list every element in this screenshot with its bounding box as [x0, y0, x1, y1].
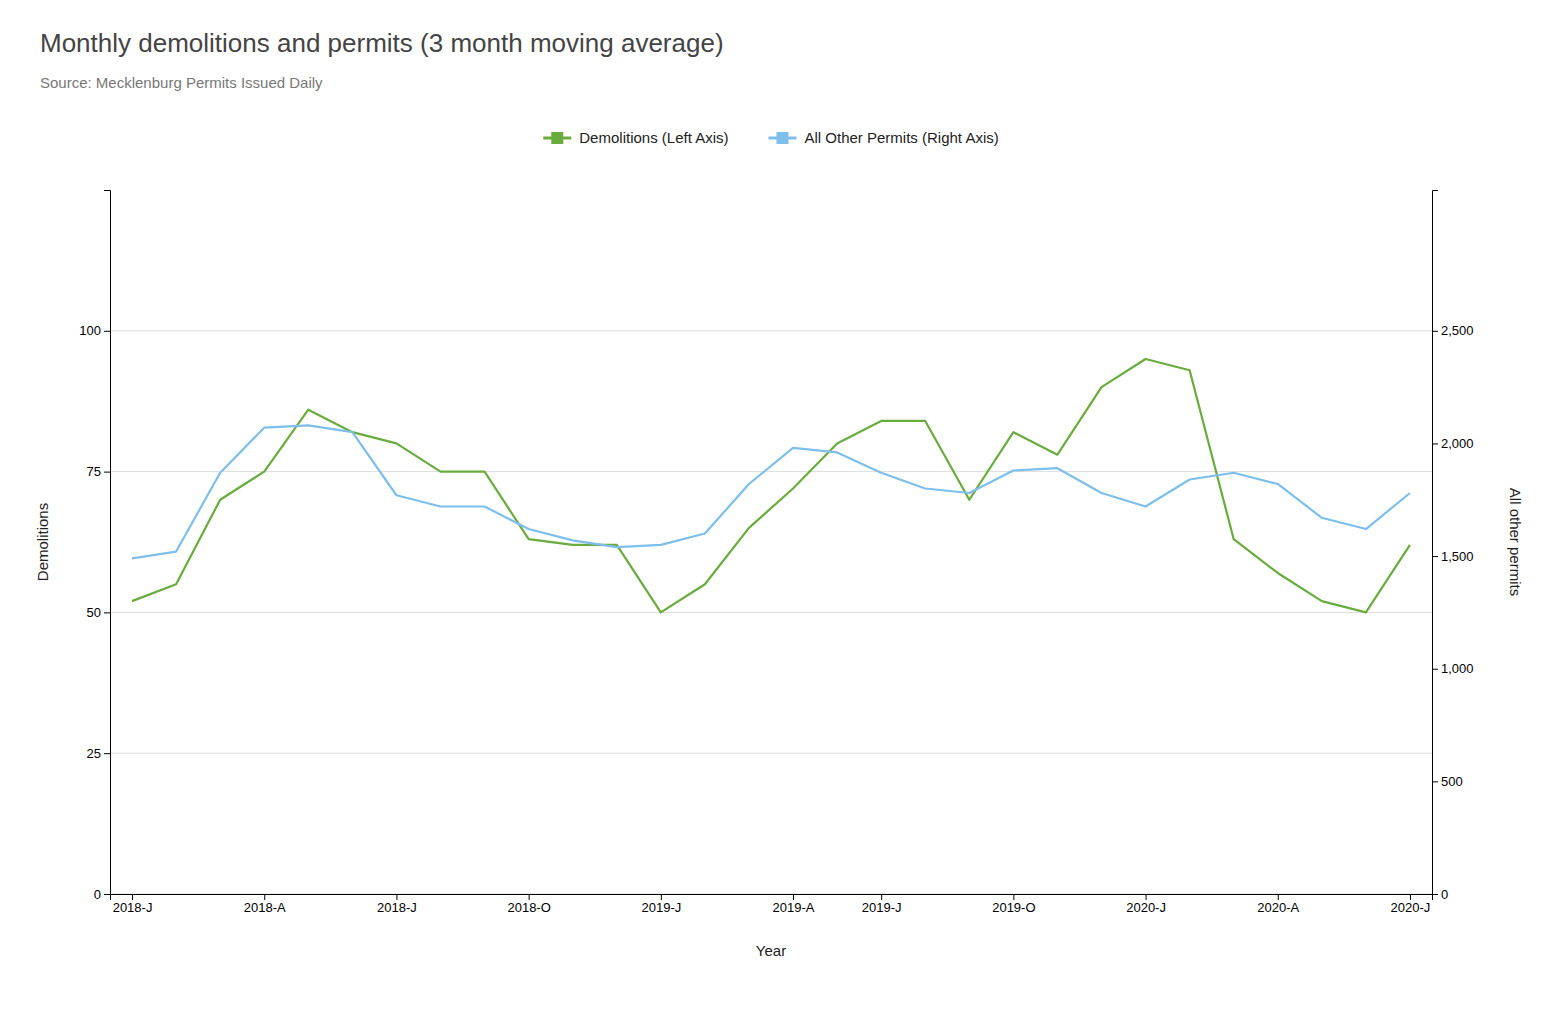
tick-mark: [529, 894, 530, 900]
tick: 1,000: [1432, 661, 1474, 676]
tick-mark: [396, 894, 397, 900]
tick-label: 1,500: [1441, 549, 1474, 564]
legend-marker: [551, 132, 563, 144]
tick-label: 100: [79, 323, 101, 338]
tick-label: 0: [1441, 887, 1448, 902]
legend: Demolitions (Left Axis) All Other Permits…: [543, 129, 998, 146]
tick-mark: [881, 894, 882, 900]
axis-line: [111, 895, 1433, 901]
grid-line: [110, 612, 1432, 613]
x-axis: 2018-J 2018-A 2018-J 2018-O 2019-J 2019-A 2019…: [111, 894, 1433, 915]
tick: 2020-A: [1257, 894, 1299, 915]
line: [132, 359, 1410, 612]
tick-mark: [1432, 443, 1438, 444]
subtitle: Source: Mecklenburg Permits Issued Daily: [40, 74, 323, 91]
tick: 0: [94, 887, 110, 902]
grid-line: [110, 330, 1432, 331]
tick-label: 2019-O: [992, 900, 1035, 915]
tick-label: 2,000: [1441, 436, 1474, 451]
tick-label: 2018-J: [113, 900, 153, 915]
y-axis-label: Demolitions: [34, 503, 51, 581]
tick-mark: [104, 472, 110, 473]
tick: 2018-O: [507, 894, 550, 915]
tick: 2020-J: [1126, 894, 1166, 915]
tick-label: 25: [87, 746, 101, 761]
tick-mark: [793, 894, 794, 900]
legend-marker: [777, 132, 789, 144]
tick-mark: [1432, 331, 1438, 332]
tick-mark: [1278, 894, 1279, 900]
tick: 2019-J: [641, 894, 681, 915]
tick: 2019-J: [862, 894, 902, 915]
tick-mark: [1013, 894, 1014, 900]
tick-label: 50: [87, 605, 101, 620]
tick: 500: [1432, 774, 1463, 789]
tick-label: 2020-J: [1126, 900, 1166, 915]
tick-label: 2019-J: [641, 900, 681, 915]
tick-label: 2020-J: [1391, 900, 1431, 915]
legend-label: All Other Permits (Right Axis): [805, 129, 999, 146]
tick-label: 2018-O: [507, 900, 550, 915]
legend-item: Demolitions (Left Axis): [543, 129, 728, 146]
tick: 1,500: [1432, 549, 1474, 564]
tick-mark: [1432, 556, 1438, 557]
tick-label: 2019-A: [773, 900, 815, 915]
tick-label: 1,000: [1441, 661, 1474, 676]
tick-label: 2,500: [1441, 323, 1474, 338]
tick: 2020-J: [1391, 894, 1431, 915]
plot-area: [132, 359, 1410, 612]
chart: Monthly demolitions and permits (3 month…: [0, 0, 1552, 1014]
tick: 2019-A: [773, 894, 815, 915]
tick-mark: [1146, 894, 1147, 900]
line: [132, 425, 1410, 558]
tick-mark: [104, 894, 110, 895]
axis-line: [1433, 191, 1439, 895]
tick: 2018-J: [377, 894, 417, 915]
tick: 50: [87, 605, 110, 620]
tick-label: 2019-J: [862, 900, 902, 915]
y-axis: 0 25 50 75 100: [79, 191, 110, 902]
legend-label: Demolitions (Left Axis): [579, 129, 728, 146]
tick: 100: [79, 323, 110, 338]
grid: [110, 331, 1432, 894]
tick-mark: [264, 894, 265, 900]
tick-mark: [661, 894, 662, 900]
tick-label: 500: [1441, 774, 1463, 789]
tick: 2019-O: [992, 894, 1035, 915]
tick: 2018-J: [113, 894, 153, 915]
tick-mark: [1432, 781, 1438, 782]
tick: 75: [87, 464, 110, 479]
tick-mark: [104, 331, 110, 332]
x-axis-label: Year: [756, 942, 786, 959]
tick: 2,000: [1432, 436, 1474, 451]
tick-label: 0: [94, 887, 101, 902]
tick-mark: [104, 612, 110, 613]
y2-axis-label: All other permits: [1507, 488, 1524, 596]
y2-axis: 0 500 1,000 1,500 2,000 2,500: [1432, 191, 1474, 902]
tick-label: 2020-A: [1257, 900, 1299, 915]
tick-mark: [104, 753, 110, 754]
tick: 2018-A: [244, 894, 286, 915]
tick-mark: [132, 894, 133, 900]
title: Monthly demolitions and permits (3 month…: [40, 28, 724, 58]
tick-label: 75: [87, 464, 101, 479]
axis-line: [104, 191, 111, 895]
tick-label: 2018-J: [377, 900, 417, 915]
tick-label: 2018-A: [244, 900, 286, 915]
tick-mark: [1432, 669, 1438, 670]
tick: 0: [1432, 887, 1448, 902]
legend-item: All Other Permits (Right Axis): [769, 129, 999, 146]
tick: 2,500: [1432, 323, 1474, 338]
grid-line: [110, 753, 1432, 754]
tick-mark: [1410, 894, 1411, 900]
tick: 25: [87, 746, 110, 761]
